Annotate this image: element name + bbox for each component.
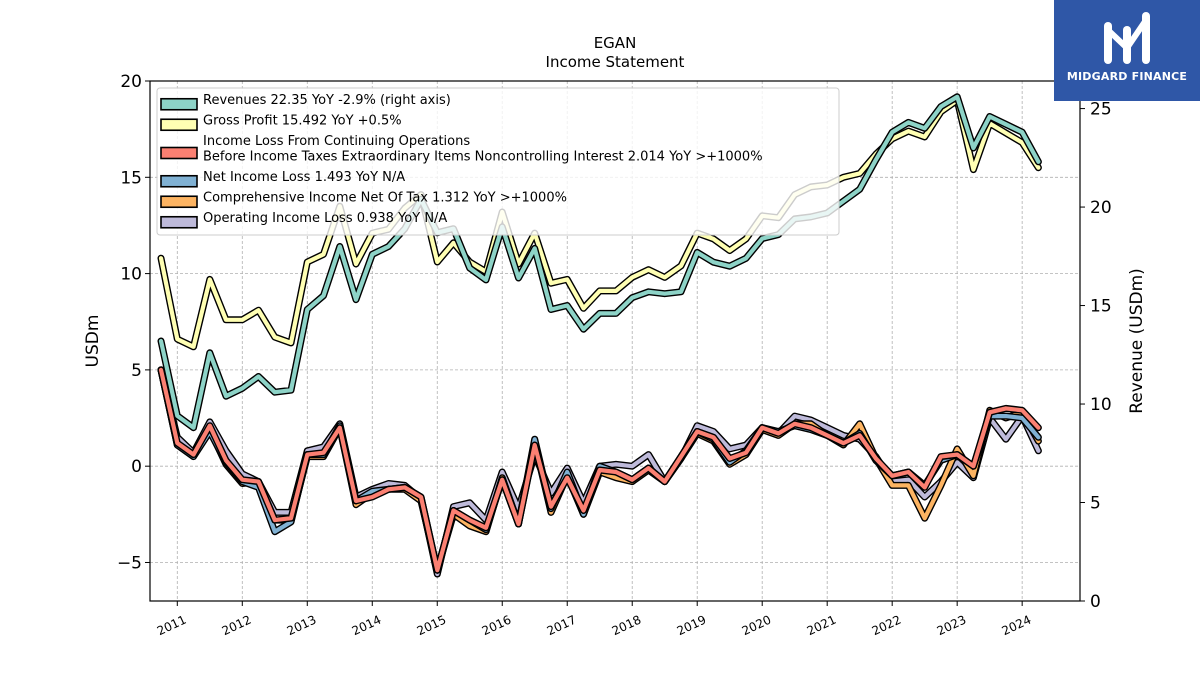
- y-right-tick-label: 20: [1090, 198, 1112, 218]
- legend-label: Comprehensive Income Net Of Tax 1.312 Yo…: [203, 191, 567, 206]
- legend-label: Income Loss From Continuing Operations: [203, 134, 470, 149]
- y-right-tick-label: 5: [1090, 494, 1101, 514]
- logo: MIDGARD FINANCE: [1054, 0, 1200, 101]
- x-tick-label: 2016: [480, 613, 514, 639]
- y-tick-label: 10: [120, 265, 142, 285]
- legend: Revenues 22.35 YoY -2.9% (right axis) Gro…: [156, 87, 840, 236]
- x-tick-label: 2022: [870, 613, 904, 639]
- legend-label: Operating Income Loss 0.938 YoY N/A: [203, 211, 447, 226]
- legend-swatch: [160, 118, 198, 132]
- x-tick-label: 2020: [740, 613, 774, 639]
- x-tick-label: 2017: [545, 613, 579, 639]
- series-lines: [157, 93, 1042, 578]
- plot-frame: [149, 80, 1081, 602]
- legend-swatch: [160, 215, 198, 229]
- series-line: [158, 367, 1041, 573]
- chart-title: EGAN: [594, 34, 637, 52]
- x-tick-label: 2024: [1000, 613, 1034, 639]
- x-tick-label: 2011: [155, 613, 189, 639]
- logo-mark-icon: [1104, 12, 1150, 64]
- legend-swatch: [160, 195, 198, 209]
- legend-box: [156, 87, 840, 236]
- legend-swatch: [160, 97, 198, 111]
- x-tick-label: 2015: [415, 613, 449, 639]
- x-tick-label: 2013: [285, 613, 319, 639]
- legend-label: Gross Profit 15.492 YoY +0.5%: [203, 114, 402, 129]
- x-tick-label: 2021: [805, 613, 839, 639]
- x-tick-label: 2023: [935, 613, 969, 639]
- y-tick-label: 0: [131, 457, 142, 477]
- x-tick-label: 2014: [350, 613, 384, 639]
- chart-subtitle: Income Statement: [546, 53, 685, 71]
- x-tick-label: 2012: [220, 613, 254, 639]
- y-axis-label-right: Revenue (USDm): [1127, 268, 1147, 414]
- x-tick-label: 2019: [675, 613, 709, 639]
- y-tick-label: 5: [131, 361, 142, 381]
- y-right-tick-label: 15: [1090, 297, 1112, 317]
- legend-label: Net Income Loss 1.493 YoY N/A: [203, 170, 405, 185]
- series-line: [158, 94, 1041, 430]
- legend-swatch: [160, 146, 198, 160]
- y-tick-label: 20: [120, 72, 142, 92]
- y-right-tick-label: 10: [1090, 395, 1112, 415]
- logo-text: MIDGARD FINANCE: [1066, 70, 1188, 83]
- y-right-tick-label: 25: [1090, 100, 1112, 120]
- y-tick-label: 15: [120, 168, 142, 188]
- legend-label: Before Income Taxes Extraordinary Items …: [203, 150, 763, 165]
- y-axis-label: USDm: [83, 315, 103, 368]
- legend-label: Revenues 22.35 YoY -2.9% (right axis): [203, 93, 451, 108]
- y-tick-label: −5: [117, 553, 142, 573]
- legend-swatch: [160, 174, 198, 188]
- y-right-tick-label: 0: [1090, 592, 1101, 612]
- x-tick-label: 2018: [610, 613, 644, 639]
